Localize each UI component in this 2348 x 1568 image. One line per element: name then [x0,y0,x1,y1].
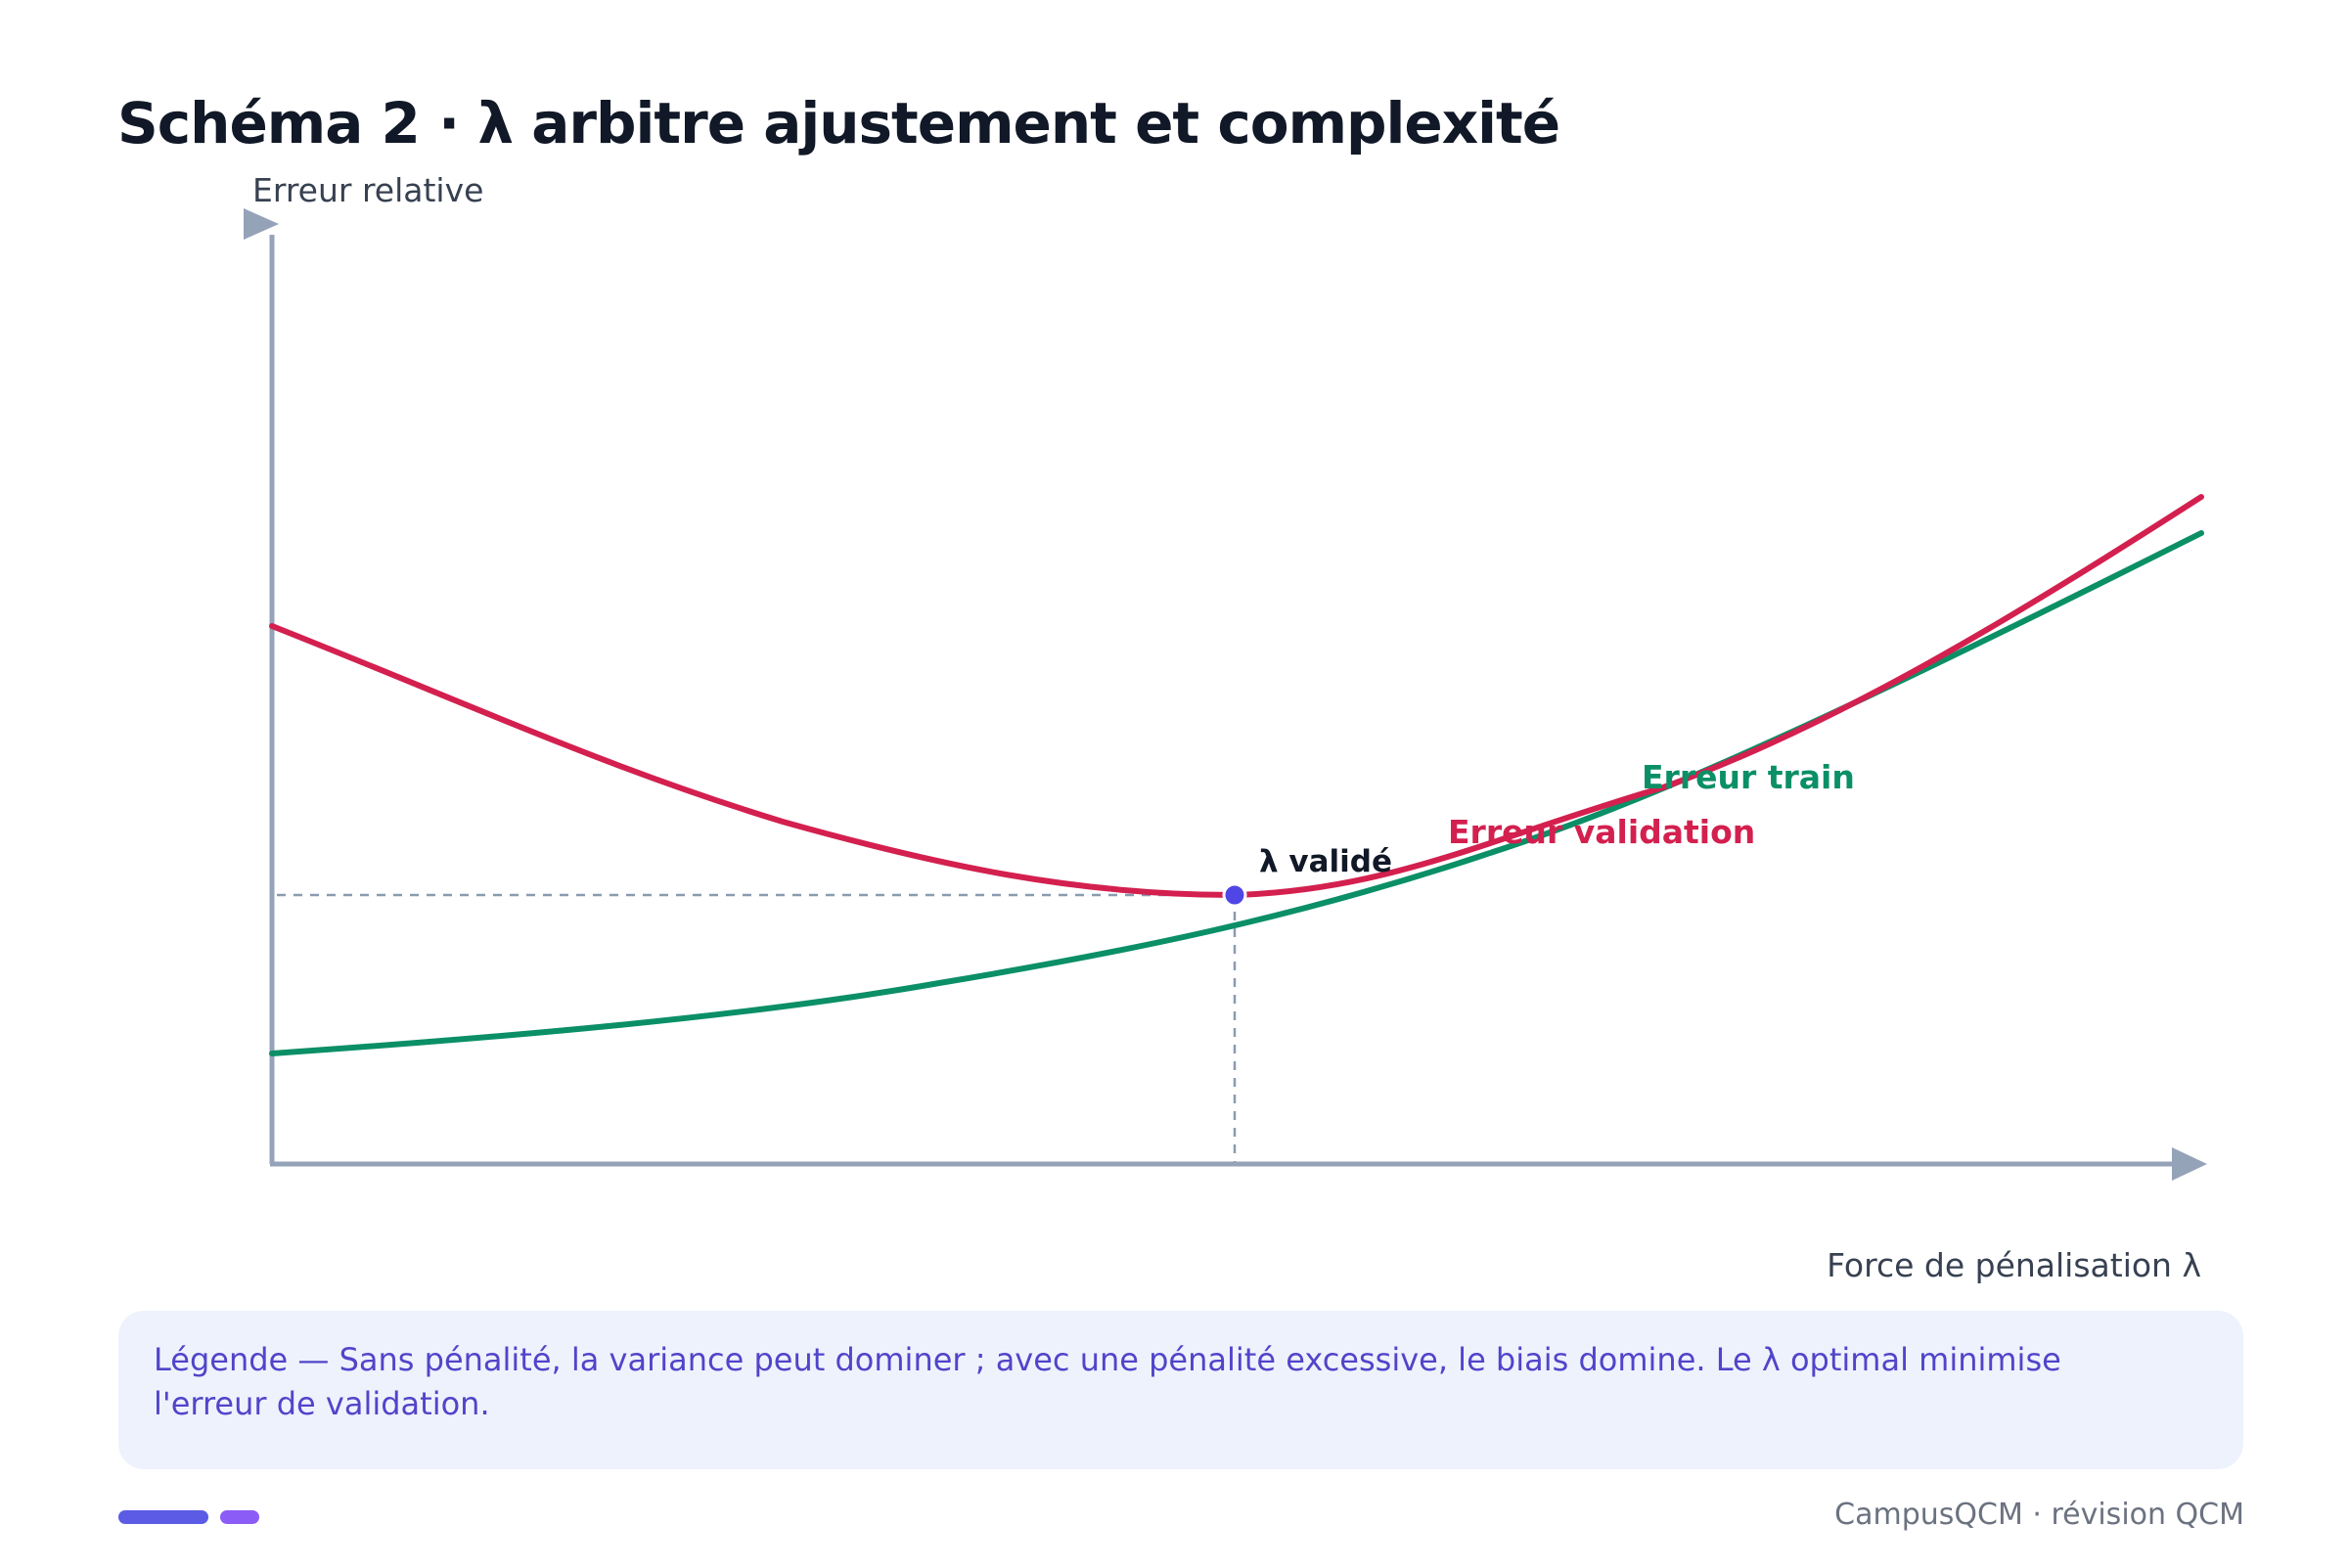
tradeoff-diagram: Erreur relative Force de pénalisation λ … [244,171,2207,1284]
legend-caption: Légende — Sans pénalité, la variance peu… [118,1311,2243,1469]
y-axis-arrow [244,208,279,240]
optimum-point [1222,882,1247,908]
x-axis-label: Force de pénalisation λ [1827,1246,2201,1284]
legend-caption-text: Légende — Sans pénalité, la variance peu… [154,1341,2061,1422]
y-axis-label: Erreur relative [252,171,483,209]
decorative-bar-primary [118,1510,208,1524]
train-error-curve [269,530,2204,1056]
train-curve-label: Erreur train [1642,758,1855,796]
optimum-label: λ validé [1259,844,1392,879]
footer-credit: CampusQCM · révision QCM [1834,1498,2244,1532]
page-title: Schéma 2 · λ arbitre ajustement et compl… [117,90,1560,157]
validation-error-curve [269,494,2204,899]
decorative-bar-secondary [220,1510,259,1524]
x-axis-arrow [2172,1147,2207,1181]
validation-curve-label: Erreur validation [1448,813,1755,851]
